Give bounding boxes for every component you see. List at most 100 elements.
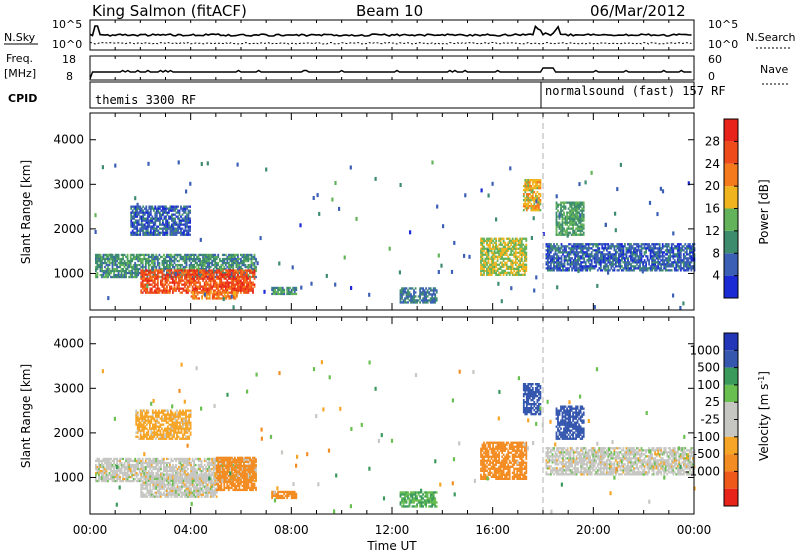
velocity-cell — [178, 467, 180, 471]
power-cell — [165, 225, 167, 228]
power-cell — [658, 251, 661, 254]
power-cell — [187, 291, 189, 294]
power-cell — [622, 245, 625, 248]
power-cell — [179, 281, 182, 284]
power-cell — [247, 277, 250, 280]
power-cell — [687, 261, 690, 264]
power-cell — [490, 257, 493, 260]
power-cell — [578, 217, 580, 220]
power-cell — [410, 287, 412, 290]
power-cell — [149, 211, 152, 214]
velocity-cell — [179, 473, 182, 477]
power-cell — [96, 263, 99, 267]
power-cell — [99, 261, 102, 265]
power-cell — [568, 259, 570, 262]
power-cell — [147, 259, 150, 263]
power-colorbar-swatch — [724, 253, 738, 276]
power-cell — [155, 215, 158, 218]
power-cell — [510, 267, 513, 270]
velocity-cell — [160, 471, 162, 475]
power-cell — [692, 267, 694, 270]
power-cell — [493, 269, 496, 272]
velocity-cell — [146, 475, 149, 479]
power-cell — [147, 269, 150, 273]
power-cell — [510, 263, 513, 266]
power-cell — [111, 275, 114, 279]
power-cell — [624, 259, 626, 262]
power-cell — [212, 267, 215, 271]
power-cell — [607, 253, 610, 256]
power-cell — [119, 263, 121, 267]
power-cell — [605, 263, 608, 266]
power-cell — [184, 229, 187, 232]
power-cell — [150, 283, 153, 286]
power-cell — [179, 253, 182, 257]
power-cell — [514, 245, 517, 248]
power-cell — [187, 271, 189, 274]
velocity-cell — [122, 477, 124, 481]
power-cell — [581, 219, 584, 222]
power-cell — [211, 277, 214, 280]
velocity-cell — [137, 477, 140, 481]
power-cell — [524, 203, 527, 206]
power-cell — [214, 261, 217, 265]
power-cell — [580, 245, 582, 248]
velocity-cell — [144, 459, 147, 463]
power-cell — [195, 291, 197, 294]
power-cell — [232, 275, 235, 278]
power-cell — [490, 241, 493, 244]
power-cell — [238, 267, 241, 271]
power-cell — [648, 249, 650, 252]
power-cell — [253, 265, 256, 269]
power-cell — [511, 239, 514, 242]
power-cell — [582, 217, 585, 220]
power-cell — [582, 223, 585, 226]
power-cell — [224, 263, 227, 267]
velocity-cell — [135, 479, 138, 483]
power-cell — [676, 263, 679, 266]
power-cell — [244, 291, 247, 294]
power-cell — [188, 289, 191, 292]
velocity-cell — [113, 479, 115, 483]
power-cell — [220, 271, 223, 274]
velocity-cell — [135, 473, 138, 477]
power-cell — [614, 211, 617, 216]
power-cell — [555, 231, 558, 234]
power-cell — [481, 243, 484, 246]
power-cell — [152, 255, 155, 259]
power-cell — [169, 257, 171, 261]
power-cell — [678, 267, 681, 270]
power-cell — [689, 245, 691, 248]
power-cell — [564, 205, 567, 208]
power-cell — [134, 221, 137, 224]
power-cell — [498, 239, 500, 242]
power-cell — [502, 239, 505, 242]
power-cell — [150, 279, 153, 282]
power-cell — [517, 255, 520, 258]
power-cell — [205, 289, 208, 292]
power-cell — [246, 291, 248, 294]
power-cell — [161, 273, 164, 276]
power-cell — [137, 233, 140, 236]
power-cell — [133, 217, 136, 220]
power-cell — [499, 247, 502, 250]
power-cell — [598, 251, 601, 254]
power-cell — [640, 269, 643, 272]
power-cell — [131, 257, 134, 261]
power-cell — [572, 225, 574, 228]
velocity-cell — [153, 457, 156, 461]
power-cell — [502, 259, 505, 262]
power-cell — [150, 271, 153, 274]
power-cell — [486, 248, 490, 253]
power-cell — [658, 245, 661, 248]
power-cell — [682, 245, 685, 248]
power-cell — [673, 269, 676, 272]
power-cell — [624, 265, 626, 268]
velocity-cell — [111, 479, 114, 483]
velocity-cell — [119, 457, 121, 461]
power-cell — [188, 269, 191, 272]
power-cell — [214, 289, 217, 292]
power-cell — [243, 277, 245, 280]
power-cell — [156, 275, 159, 278]
velocity-cell — [107, 461, 109, 465]
